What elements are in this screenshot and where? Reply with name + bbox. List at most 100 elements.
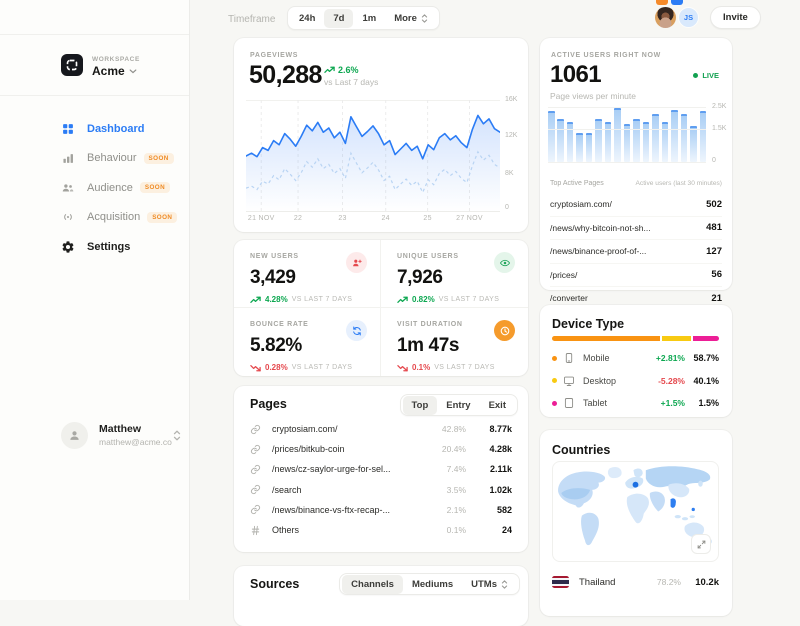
pages-tab-top[interactable]: Top bbox=[402, 395, 438, 415]
refresh-icon bbox=[346, 320, 367, 341]
x-tick-label: 23 bbox=[338, 215, 347, 222]
sidebar-item-audience[interactable]: Audience SOON bbox=[0, 173, 189, 203]
page-row[interactable]: cryptosiam.com/42.8% 8.77k bbox=[250, 419, 512, 439]
active-page-row[interactable]: /news/why-bitcoin-not-sh... 481 bbox=[550, 217, 722, 240]
active-page-count: 502 bbox=[706, 198, 722, 210]
tablet-icon bbox=[563, 397, 575, 409]
active-page-row[interactable]: /news/binance-proof-of-... 127 bbox=[550, 240, 722, 264]
device-share: 40.1% bbox=[693, 375, 719, 386]
sidebar-item-label: Dashboard bbox=[87, 122, 145, 135]
hash-icon bbox=[250, 525, 261, 536]
active-page-count: 127 bbox=[706, 245, 722, 257]
eye-icon bbox=[494, 252, 515, 273]
active-page-row[interactable]: /prices/56 bbox=[550, 264, 722, 287]
device-bar-segment bbox=[552, 336, 661, 341]
page-name: /news/cz-saylor-urge-for-sel... bbox=[272, 464, 391, 475]
country-count: 10.2k bbox=[695, 576, 719, 588]
stat-delta-note: VS LAST 7 DAYS bbox=[438, 296, 500, 303]
pageviews-per-minute-chart[interactable] bbox=[548, 106, 706, 162]
phone-icon bbox=[563, 352, 575, 364]
gridline bbox=[548, 107, 706, 108]
bar bbox=[680, 113, 688, 162]
active-page-row[interactable]: cryptosiam.com/502 bbox=[550, 193, 722, 217]
pageviews-value: 50,288 bbox=[249, 61, 322, 89]
y-tick-label: 0 bbox=[505, 204, 509, 211]
teammate-initials-badge[interactable]: JS bbox=[678, 7, 699, 28]
page-row[interactable]: /prices/bitkub-coin 20.4% 4.28k bbox=[250, 439, 512, 459]
active-page-row[interactable]: /converter 21 bbox=[550, 287, 722, 310]
page-row[interactable]: /news/cz-saylor-urge-for-sel... 7.4% 2.11k bbox=[250, 459, 512, 479]
stat-value: 3,429 bbox=[250, 267, 296, 288]
pageviews-delta-note: vs Last 7 days bbox=[324, 77, 379, 87]
bar bbox=[604, 122, 612, 162]
page-row[interactable]: /news/binance-vs-ftx-recap-... 2.1% 582 bbox=[250, 500, 512, 520]
country-name: Thailand bbox=[579, 576, 616, 588]
y-tick-label: 2.5K bbox=[712, 103, 727, 110]
updown-icon[interactable] bbox=[173, 429, 181, 442]
bar bbox=[661, 122, 669, 162]
device-dot bbox=[552, 400, 557, 406]
device-list: Mobile +2.81% 58.7% Desktop -5.28% 40.1% Table… bbox=[552, 347, 719, 415]
x-tick-label: 27 NOV bbox=[456, 215, 483, 222]
trend-up-icon bbox=[324, 66, 335, 74]
grid-icon bbox=[61, 122, 75, 136]
sidebar-item-behaviour[interactable]: Behaviour SOON bbox=[0, 144, 189, 174]
sources-card: Sources Channels Mediums UTMs bbox=[234, 566, 528, 626]
link-icon bbox=[250, 504, 261, 515]
x-tick-label: 25 bbox=[423, 215, 432, 222]
sidebar-item-settings[interactable]: Settings bbox=[0, 232, 189, 262]
device-delta: +2.81% bbox=[655, 353, 685, 364]
timeframe-label: 1m bbox=[362, 12, 377, 24]
timeframe-more[interactable]: More bbox=[385, 9, 437, 28]
pageviews-delta: 2.6% bbox=[324, 65, 359, 75]
page-row[interactable]: Others 0.1% 24 bbox=[250, 520, 512, 540]
x-tick-label: 24 bbox=[381, 215, 390, 222]
sources-tab-utms[interactable]: UTMs bbox=[462, 575, 517, 594]
timeframe-7d[interactable]: 7d bbox=[324, 8, 354, 28]
pageviews-label: PAGEVIEWS bbox=[250, 52, 299, 59]
active-page-name: cryptosiam.com/ bbox=[550, 199, 612, 210]
world-map[interactable] bbox=[552, 461, 719, 562]
device-type-title: Device Type bbox=[552, 317, 625, 331]
active-page-name: /prices/ bbox=[550, 269, 578, 280]
device-bar-segment bbox=[692, 336, 719, 341]
pages-tab-exit[interactable]: Exit bbox=[480, 396, 515, 415]
bar bbox=[690, 125, 697, 162]
workspace-logo-icon[interactable] bbox=[61, 54, 83, 76]
sources-tab-mediums[interactable]: Mediums bbox=[403, 575, 462, 594]
divider bbox=[0, 95, 189, 96]
expand-map-button[interactable] bbox=[691, 534, 711, 554]
live-label: LIVE bbox=[702, 71, 719, 80]
pages-list: cryptosiam.com/42.8% 8.77k/prices/bitkub-… bbox=[250, 419, 512, 540]
sidebar: WORKSPACE Acme Dashboard Behaviour SOON Aud… bbox=[0, 0, 190, 600]
avatar bbox=[61, 422, 88, 449]
timeframe-24h[interactable]: 24h bbox=[290, 9, 324, 28]
sidebar-item-acquisition[interactable]: Acquisition SOON bbox=[0, 203, 189, 233]
workspace-switcher[interactable]: Acme bbox=[92, 64, 137, 78]
invite-button[interactable]: Invite bbox=[710, 6, 761, 29]
timeframe-segmented-control: 24h 7d 1m More bbox=[287, 6, 440, 30]
y-tick-label: 16K bbox=[505, 96, 518, 103]
page-row[interactable]: /search 3.5% 1.02k bbox=[250, 480, 512, 500]
top-active-pages-header: Top Active Pages bbox=[550, 180, 604, 187]
user-plus-icon bbox=[346, 252, 367, 273]
teammate-avatar[interactable] bbox=[655, 7, 676, 28]
country-share: 78.2% bbox=[656, 577, 681, 587]
active-users-column-header: Active users (last 30 minutes) bbox=[635, 180, 722, 187]
device-name: Tablet bbox=[583, 398, 608, 409]
y-tick-label: 1.5K bbox=[712, 125, 727, 132]
active-users-subtitle: Page views per minute bbox=[550, 91, 636, 101]
page-count: 4.28k bbox=[489, 444, 512, 455]
pageviews-chart[interactable] bbox=[246, 100, 500, 212]
timeframe-1m[interactable]: 1m bbox=[353, 9, 385, 28]
sidebar-item-dashboard[interactable]: Dashboard bbox=[0, 114, 189, 144]
trend-up-icon bbox=[250, 296, 261, 304]
x-tick-label: 21 NOV bbox=[247, 215, 275, 222]
y-tick-label: 0 bbox=[712, 157, 716, 164]
active-page-name: /news/why-bitcoin-not-sh... bbox=[550, 222, 651, 233]
sources-tab-channels[interactable]: Channels bbox=[342, 574, 403, 594]
link-icon bbox=[250, 464, 261, 475]
gear-icon bbox=[61, 240, 75, 254]
user-menu[interactable]: Matthew matthew@acme.co bbox=[0, 420, 189, 456]
pages-tab-entry[interactable]: Entry bbox=[437, 396, 479, 415]
